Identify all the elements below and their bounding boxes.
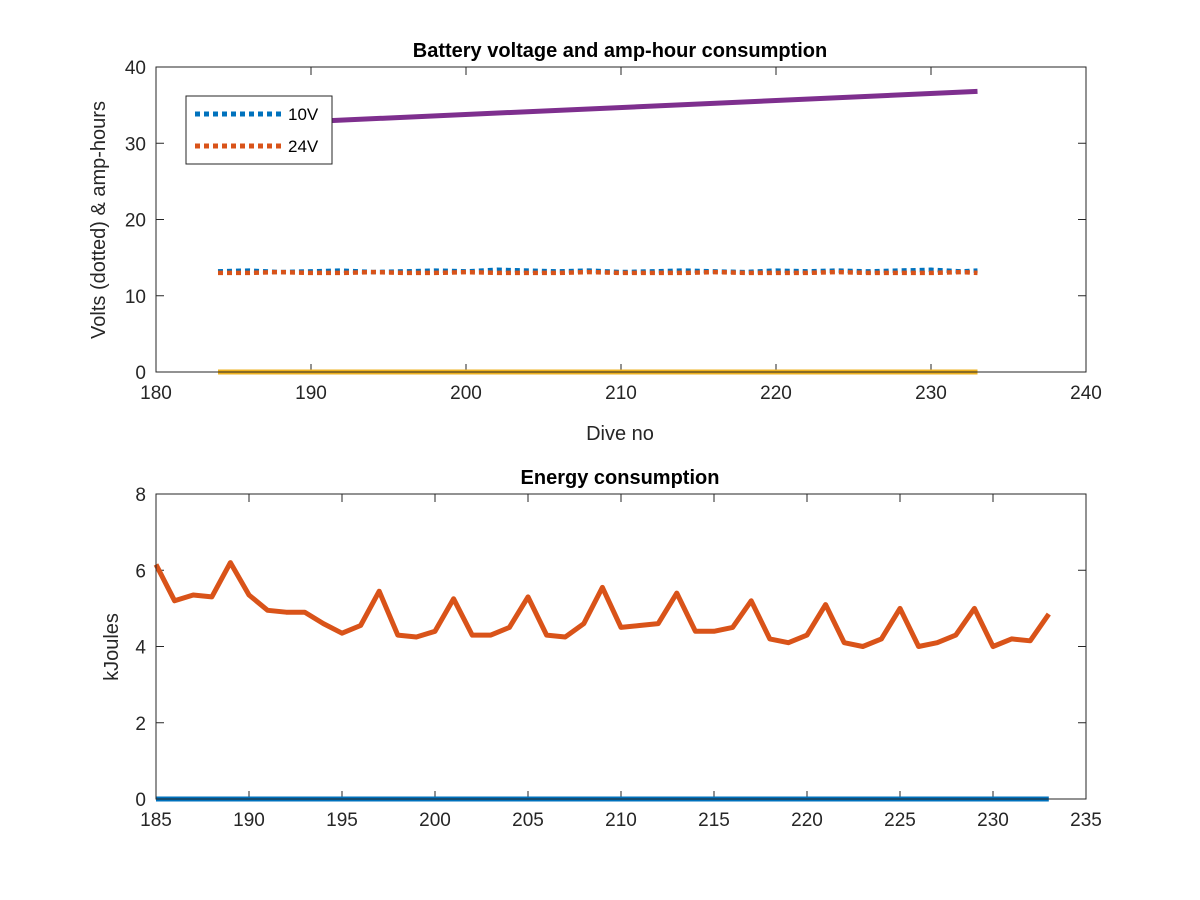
y-axis-label: Volts (dotted) & amp-hours (88, 101, 110, 339)
x-tick-label: 220 (791, 810, 823, 831)
x-tick-label: 200 (450, 383, 482, 404)
y-tick-label: 20 (125, 211, 146, 232)
legend-box (185, 95, 333, 165)
tick-group: 185 190 195 200 205 210 215 220 225 230 235 0 2 4 6 8 (135, 485, 1101, 831)
x-tick-label: 215 (698, 810, 730, 831)
axes-box (155, 66, 1087, 373)
x-tick-label: 225 (884, 810, 916, 831)
x-axis-label: Dive no (586, 423, 654, 445)
legend-label-10v: 10V (288, 105, 319, 124)
y-tick-label: 10 (125, 287, 146, 308)
x-tick-label: 230 (915, 383, 947, 404)
chart-battery-voltage: Battery voltage and amp-hour consumption… (88, 40, 1102, 445)
axes-box (155, 493, 1087, 800)
series-line-series-2 (153, 560, 1051, 649)
legend: 10V 24V (185, 95, 333, 165)
x-tick-label: 190 (295, 383, 327, 404)
y-tick-label: 6 (135, 561, 146, 582)
x-tick-label: 210 (605, 383, 637, 404)
chart-title: Energy consumption (521, 467, 720, 489)
x-tick-label: 235 (1070, 810, 1102, 831)
chart-energy-consumption: Energy consumption 185 190 195 200 205 210 215… (101, 467, 1102, 831)
x-tick-label: 200 (419, 810, 451, 831)
x-tick-label: 230 (977, 810, 1009, 831)
y-tick-label: 8 (135, 485, 146, 506)
x-tick-label: 205 (512, 810, 544, 831)
plot-area (156, 494, 1086, 799)
x-tick-label: 220 (760, 383, 792, 404)
x-tick-label: 185 (140, 810, 172, 831)
x-tick-label: 190 (233, 810, 265, 831)
tick-group: 180 190 200 210 220 230 240 0 10 20 30 40 (125, 58, 1102, 404)
y-axis-label: kJoules (101, 613, 123, 681)
series-line-24v (218, 269, 978, 276)
y-tick-label: 40 (125, 58, 146, 79)
chart-title: Battery voltage and amp-hour consumption (413, 40, 827, 62)
x-tick-label: 180 (140, 383, 172, 404)
legend-label-24v: 24V (288, 137, 319, 156)
x-tick-label: 195 (326, 810, 358, 831)
x-tick-label: 240 (1070, 383, 1102, 404)
y-tick-label: 4 (135, 638, 146, 659)
y-tick-label: 0 (135, 363, 146, 384)
y-tick-label: 0 (135, 790, 146, 811)
y-tick-label: 2 (135, 714, 146, 735)
series-line-series-4 (217, 88, 978, 129)
y-tick-label: 30 (125, 134, 146, 155)
x-tick-label: 210 (605, 810, 637, 831)
